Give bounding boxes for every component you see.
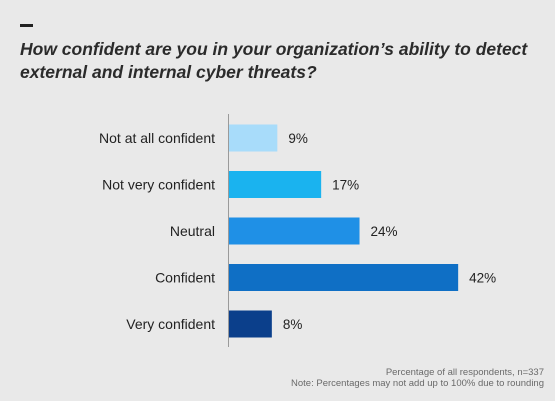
bar-neutral xyxy=(228,217,360,245)
category-label-very-confident: Very confident xyxy=(126,316,215,332)
value-label-confident: 42% xyxy=(469,271,496,286)
bar-not-at-all-confident xyxy=(228,124,278,152)
bar-confident xyxy=(228,264,459,291)
category-label-not-at-all-confident: Not at all confident xyxy=(99,130,215,146)
value-label-not-very-confident: 17% xyxy=(332,178,359,193)
bar-very-confident xyxy=(228,310,272,338)
footnote-rounding-note: Note: Percentages may not add up to 100%… xyxy=(291,378,544,389)
category-label-neutral: Neutral xyxy=(170,223,215,239)
value-label-neutral: 24% xyxy=(371,224,398,239)
category-label-not-very-confident: Not very confident xyxy=(102,177,215,193)
value-label-not-at-all-confident: 9% xyxy=(288,131,308,146)
category-label-confident: Confident xyxy=(155,270,215,286)
chart-title: How confident are you in your organizati… xyxy=(20,39,528,82)
chart-footnote: Percentage of all respondents, n=337 Not… xyxy=(291,367,544,389)
value-label-very-confident: 8% xyxy=(283,317,303,332)
bar-not-very-confident xyxy=(228,171,322,198)
footnote-sample-size: Percentage of all respondents, n=337 xyxy=(385,367,544,378)
title-accent-dash xyxy=(20,24,33,27)
